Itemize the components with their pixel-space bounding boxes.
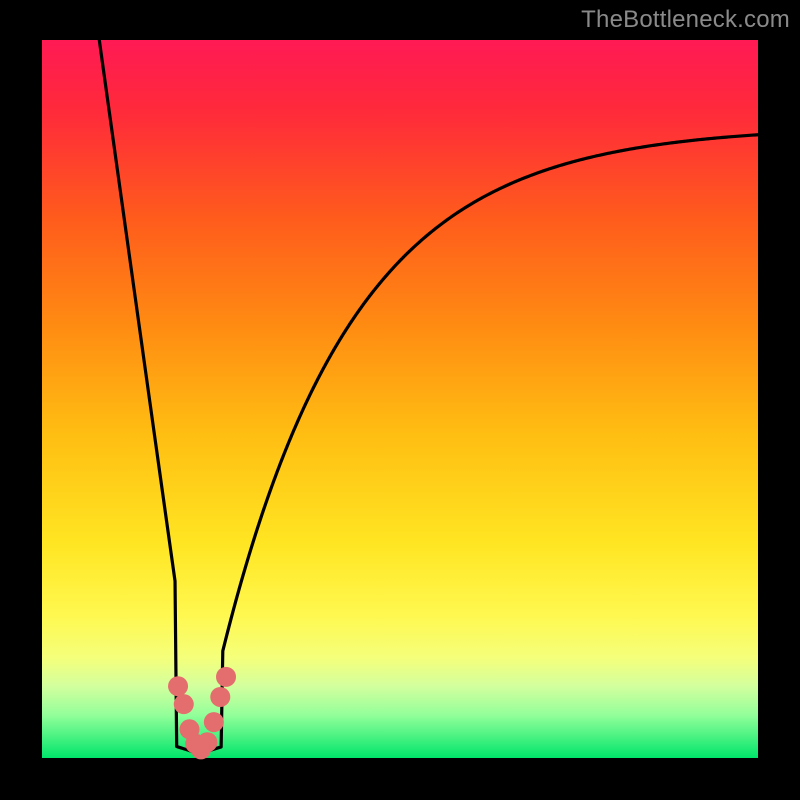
curve-marker xyxy=(174,694,194,714)
chart-container: TheBottleneck.com xyxy=(0,0,800,800)
watermark-text: TheBottleneck.com xyxy=(581,6,790,34)
curve-marker xyxy=(216,667,236,687)
curve-marker xyxy=(210,687,230,707)
curve-marker xyxy=(204,712,224,732)
bottleneck-chart xyxy=(0,0,800,800)
curve-marker xyxy=(197,732,217,752)
curve-marker xyxy=(168,676,188,696)
